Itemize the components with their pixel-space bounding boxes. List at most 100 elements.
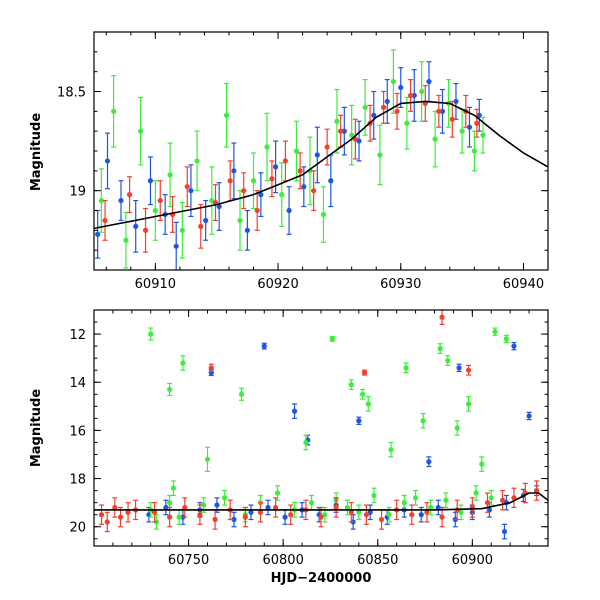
- data-point-red: [241, 188, 247, 194]
- data-point-blue: [147, 178, 154, 184]
- x-tick-label: 60910: [135, 277, 176, 292]
- y-tick-label: 18: [69, 473, 86, 488]
- data-point-blue: [163, 504, 169, 511]
- data-point-blue: [286, 207, 292, 214]
- data-point-green: [334, 118, 340, 124]
- y-tick-label: 14: [69, 376, 86, 391]
- data-point-green: [488, 495, 494, 501]
- data-point-green: [322, 512, 328, 518]
- y-tick-label: 18.5: [57, 86, 86, 101]
- top-panel-data-layer: [95, 49, 486, 270]
- data-point-green: [401, 500, 407, 506]
- data-point-red: [500, 497, 506, 503]
- data-point-red: [125, 509, 131, 515]
- data-point-green: [443, 497, 449, 503]
- data-point-green: [123, 237, 129, 243]
- data-point-red: [424, 509, 430, 515]
- data-point-green: [98, 197, 104, 204]
- data-point-green: [458, 509, 464, 515]
- data-point-green: [403, 365, 409, 371]
- top-y-axis-label: Magnitude: [29, 113, 44, 192]
- data-point-green: [250, 178, 257, 184]
- data-point-blue: [384, 98, 390, 105]
- data-point-red: [378, 516, 385, 523]
- data-point-blue: [265, 504, 271, 511]
- data-point-blue: [214, 502, 220, 508]
- data-point-green: [238, 391, 245, 397]
- data-point-blue: [301, 184, 307, 190]
- data-point-red: [208, 365, 214, 371]
- data-point-green: [303, 439, 309, 446]
- data-point-green: [404, 120, 410, 126]
- data-point-green: [356, 509, 362, 515]
- data-point-green: [138, 128, 144, 134]
- data-point-blue: [104, 158, 111, 164]
- data-point-green: [204, 456, 211, 462]
- data-point-green: [471, 148, 477, 154]
- data-point-red: [157, 197, 163, 204]
- data-point-blue: [371, 112, 377, 118]
- data-point-green: [201, 502, 207, 508]
- panel-top: 60910 60920 60930 60940 18.5 19 Magnitude: [29, 31, 549, 292]
- data-point-red: [333, 504, 339, 511]
- data-point-green: [237, 217, 243, 224]
- data-point-blue: [501, 528, 508, 535]
- data-point-blue: [356, 418, 362, 424]
- data-point-green: [386, 512, 392, 518]
- data-point-blue: [456, 365, 462, 371]
- data-point-green: [365, 401, 371, 407]
- data-point-red: [242, 514, 248, 520]
- data-point-red: [297, 168, 303, 174]
- data-point-red: [104, 519, 110, 525]
- data-point-red: [465, 367, 472, 373]
- data-point-red: [348, 509, 354, 515]
- top-panel-frame: [93, 31, 549, 271]
- data-point-blue: [526, 413, 532, 419]
- data-point-red: [394, 108, 400, 114]
- y-tick-label: 20: [69, 521, 86, 536]
- data-point-red: [363, 512, 369, 518]
- data-point-red: [254, 207, 260, 214]
- data-point-blue: [439, 108, 446, 114]
- data-point-green: [420, 418, 426, 424]
- data-point-blue: [231, 516, 237, 523]
- data-point-blue: [95, 231, 101, 237]
- x-tick-label: 60900: [452, 553, 493, 568]
- data-point-green: [388, 447, 394, 453]
- data-point-green: [167, 172, 173, 178]
- data-point-green: [419, 88, 425, 95]
- data-point-green: [152, 207, 158, 214]
- data-point-blue: [314, 152, 320, 158]
- data-point-green: [279, 192, 285, 198]
- data-point-green: [492, 329, 498, 335]
- data-point-red: [534, 488, 540, 494]
- data-point-blue: [231, 168, 237, 174]
- data-point-blue: [328, 178, 334, 184]
- data-point-green: [480, 132, 486, 138]
- data-point-green: [479, 461, 485, 467]
- data-point-red: [282, 158, 289, 164]
- data-point-blue: [244, 227, 250, 233]
- data-point-red: [112, 504, 118, 511]
- data-point-green: [362, 104, 368, 110]
- x-tick-label: 60920: [257, 277, 298, 292]
- data-point-blue: [261, 343, 267, 349]
- data-point-green: [390, 78, 396, 85]
- data-point-green: [349, 132, 355, 138]
- data-point-green: [437, 345, 443, 352]
- data-point-green: [293, 148, 300, 154]
- data-point-green: [432, 136, 438, 142]
- data-point-red: [197, 512, 203, 518]
- data-point-red: [227, 178, 233, 184]
- y-tick-label: 19: [69, 185, 86, 200]
- top-model-curve: [94, 100, 548, 230]
- data-point-green: [344, 504, 351, 511]
- y-tick-label: 12: [69, 328, 86, 343]
- data-point-red: [142, 227, 149, 233]
- data-point-red: [102, 217, 108, 224]
- data-point-red: [117, 514, 124, 520]
- data-point-green: [371, 492, 377, 499]
- data-point-red: [484, 500, 491, 506]
- panel-bottom: 60750 60800 60850 60900 12 14 16 18 20 Magnitude…: [29, 309, 549, 586]
